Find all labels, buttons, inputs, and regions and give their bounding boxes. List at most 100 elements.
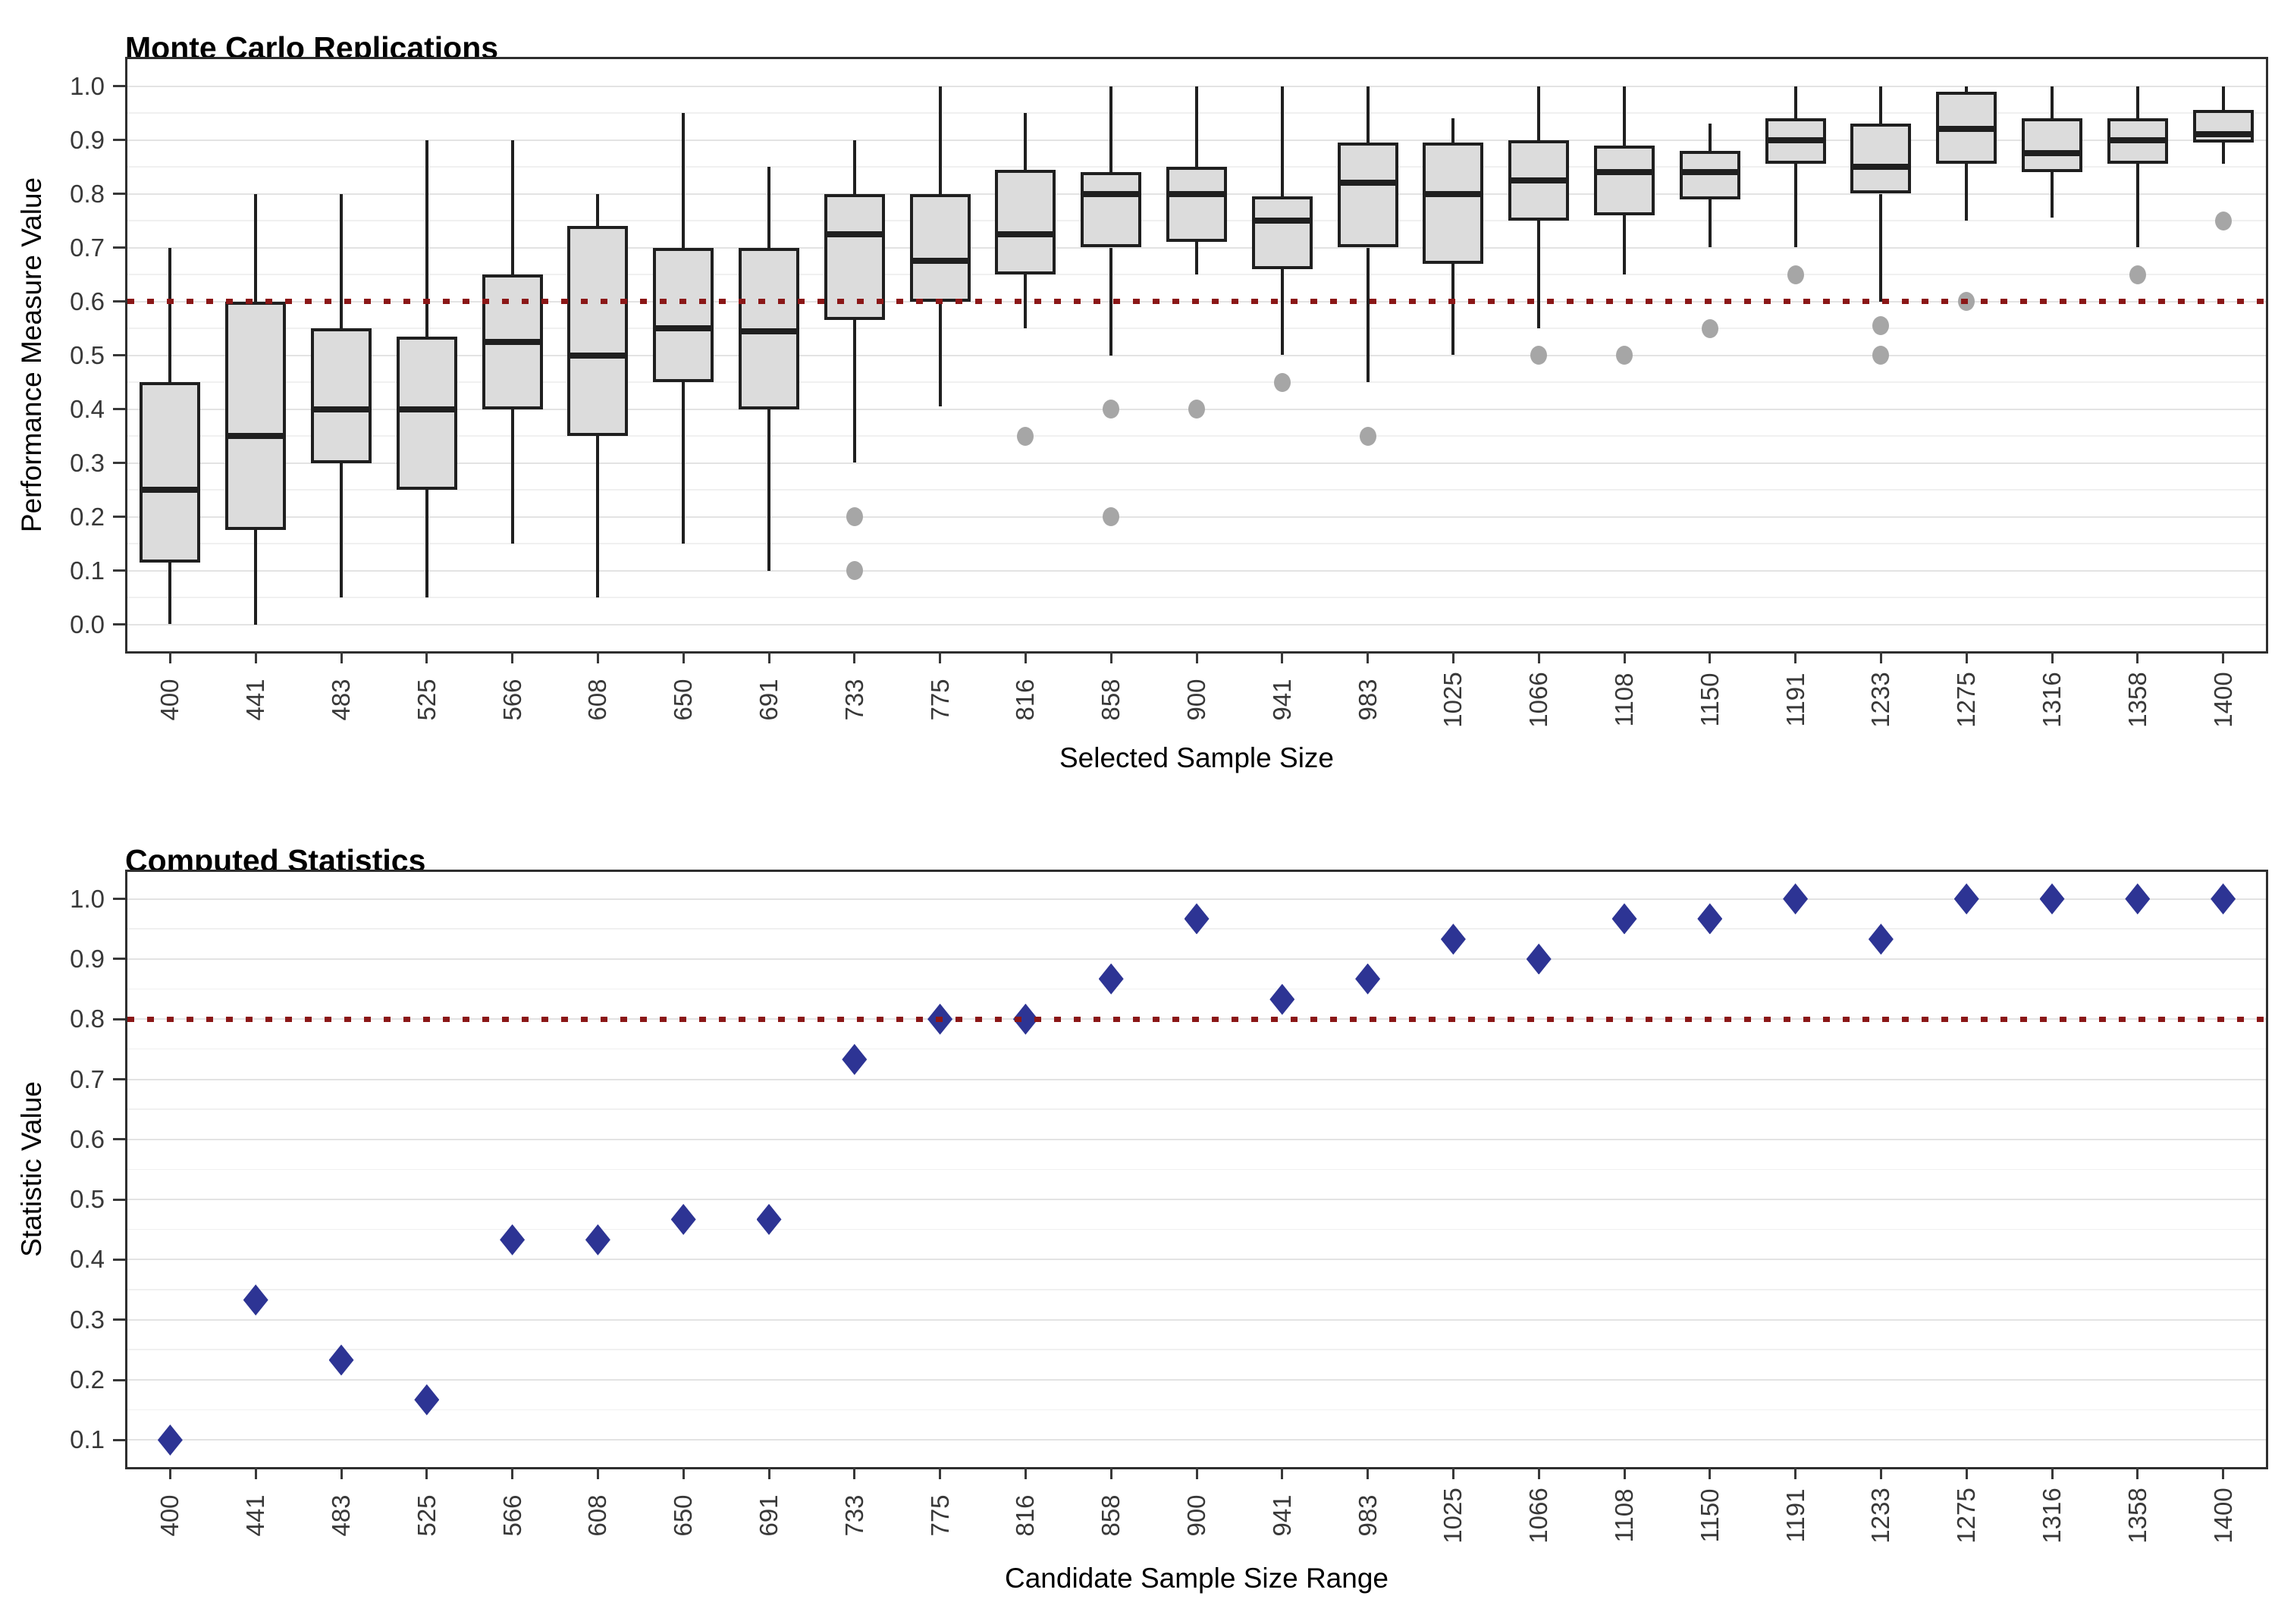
median-line xyxy=(1508,177,1570,183)
y-tick-label: 0.4 xyxy=(70,1245,105,1274)
data-point-diamond xyxy=(414,1384,440,1416)
x-tick-label: 1150 xyxy=(1695,1488,1724,1543)
box xyxy=(1423,143,1484,264)
median-line xyxy=(1166,190,1227,197)
y-tick-label: 0.5 xyxy=(70,340,105,369)
x-tick-mark xyxy=(2051,651,2054,663)
x-tick-mark xyxy=(596,1467,599,1479)
data-point-diamond xyxy=(1611,903,1637,935)
y-tick-mark xyxy=(113,246,125,249)
whisker-upper xyxy=(2135,86,2139,119)
x-tick-mark xyxy=(254,651,257,663)
whisker-upper xyxy=(767,167,770,248)
x-tick-label: 1108 xyxy=(1610,1488,1638,1543)
gridline-minor xyxy=(127,988,2266,990)
x-tick-label: 608 xyxy=(583,679,612,721)
median-line xyxy=(1423,190,1484,197)
x-tick-mark xyxy=(1965,1467,1968,1479)
y-tick-label: 0.6 xyxy=(70,287,105,315)
whisker-upper xyxy=(1024,113,1028,170)
box xyxy=(1337,143,1398,248)
whisker-upper xyxy=(1537,86,1541,140)
outlier-point xyxy=(1530,346,1548,365)
y-axis-title-statistic: Statistic Value xyxy=(16,1081,47,1257)
x-tick-label: 1066 xyxy=(1524,1488,1553,1544)
x-tick-mark xyxy=(767,651,770,663)
whisker-lower xyxy=(1195,242,1198,274)
whisker-upper xyxy=(168,247,172,382)
y-tick-label: 0.7 xyxy=(70,233,105,262)
outlier-point xyxy=(1872,346,1890,365)
box xyxy=(1081,172,1142,248)
data-point-diamond xyxy=(1355,963,1381,995)
x-tick-label: 691 xyxy=(755,679,783,721)
y-tick-label: 0.9 xyxy=(70,125,105,154)
median-line xyxy=(482,338,543,345)
data-point-diamond xyxy=(1783,883,1809,915)
whisker-lower xyxy=(168,562,172,625)
whisker-lower xyxy=(2135,164,2139,248)
x-tick-label: 566 xyxy=(497,1494,526,1537)
whisker-lower xyxy=(340,462,343,597)
x-tick-label: 400 xyxy=(155,1494,184,1537)
gridline-major xyxy=(127,1259,2266,1261)
median-line xyxy=(311,406,372,412)
y-tick-mark xyxy=(113,1017,125,1020)
box xyxy=(1850,124,1912,194)
median-line xyxy=(140,487,201,493)
x-tick-label: 441 xyxy=(241,679,270,721)
y-tick-mark xyxy=(113,193,125,195)
x-tick-mark xyxy=(1367,651,1370,663)
x-tick-label: 1108 xyxy=(1610,672,1638,727)
gridline-major xyxy=(127,354,2266,356)
median-line xyxy=(995,230,1056,237)
x-tick-label: 1025 xyxy=(1439,672,1467,728)
x-tick-label: 1400 xyxy=(2208,672,2237,728)
whisker-upper xyxy=(1793,86,1797,119)
gridline-minor xyxy=(127,489,2266,491)
x-tick-mark xyxy=(939,1467,942,1479)
x-tick-label: 483 xyxy=(327,1494,355,1537)
gridline-major xyxy=(127,516,2266,518)
x-tick-mark xyxy=(1709,651,1712,663)
x-tick-label: 1025 xyxy=(1439,1488,1467,1544)
x-tick-label: 1066 xyxy=(1524,672,1553,728)
whisker-lower xyxy=(938,301,942,406)
median-line xyxy=(2022,150,2082,157)
box xyxy=(1251,196,1313,269)
x-tick-mark xyxy=(254,1467,257,1479)
median-line xyxy=(1594,169,1655,176)
median-line xyxy=(1765,136,1826,143)
x-tick-label: 441 xyxy=(241,1494,270,1537)
gridline-major xyxy=(127,1138,2266,1140)
x-tick-label: 941 xyxy=(1267,1494,1296,1537)
y-tick-label: 0.4 xyxy=(70,394,105,423)
gridline-minor xyxy=(127,1349,2266,1350)
x-axis-title-candidate-range: Candidate Sample Size Range xyxy=(1005,1563,1389,1594)
gridline-major xyxy=(127,1199,2266,1201)
data-point-diamond xyxy=(1697,903,1723,935)
x-tick-label: 816 xyxy=(1011,1494,1040,1537)
x-tick-mark xyxy=(1109,651,1112,663)
reference-line xyxy=(127,1016,2266,1022)
y-tick-label: 0.1 xyxy=(70,1425,105,1454)
y-tick-label: 1.0 xyxy=(70,884,105,913)
gridline-major xyxy=(127,1379,2266,1381)
x-tick-label: 775 xyxy=(925,679,954,721)
gridline-minor xyxy=(127,1289,2266,1290)
box xyxy=(225,301,287,531)
x-tick-label: 858 xyxy=(1097,1494,1125,1537)
scatter-plot-panel: 0.1 0.2 0.3 0.4 0.5 0.6 0.7 0.8 0.9 1.0 400 441 483 5… xyxy=(70,870,2268,1544)
x-tick-mark xyxy=(1024,1467,1027,1479)
gridline-major xyxy=(127,1439,2266,1441)
x-tick-label: 1316 xyxy=(2038,672,2066,728)
x-tick-label: 983 xyxy=(1353,679,1382,721)
x-axis-title-selected-sample-size: Selected Sample Size xyxy=(1059,742,1334,773)
y-tick-mark xyxy=(113,462,125,464)
x-tick-label: 1233 xyxy=(1866,1488,1895,1544)
y-tick-label: 0.0 xyxy=(70,610,105,638)
whisker-lower xyxy=(254,530,258,625)
whisker-lower xyxy=(2051,172,2054,218)
x-tick-mark xyxy=(1281,651,1284,663)
x-tick-label: 1358 xyxy=(2123,672,2151,728)
